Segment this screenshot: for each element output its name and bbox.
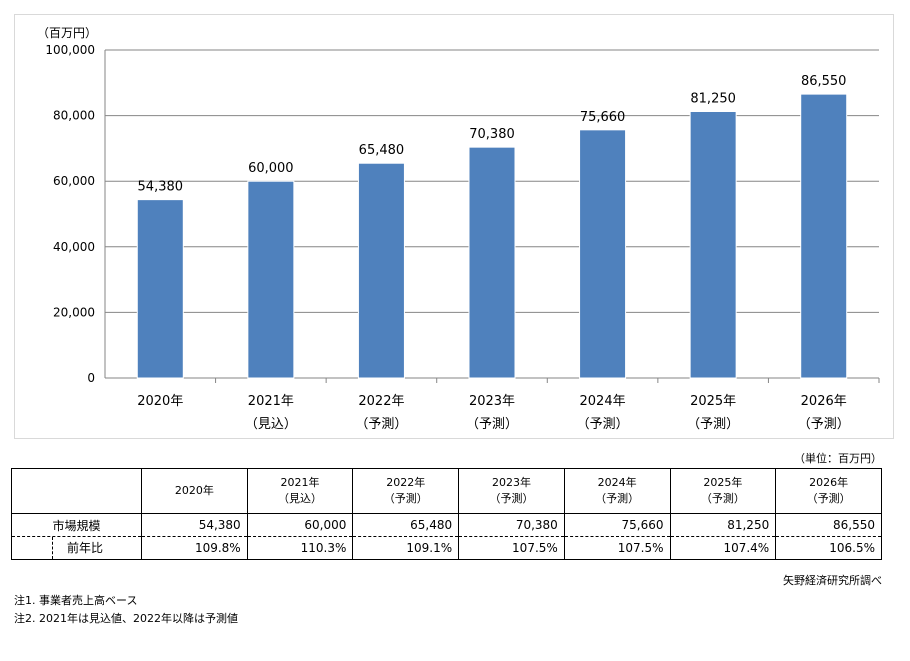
y-tick-label: 100,000	[45, 43, 95, 57]
table-header-cell: 2025年 （予測）	[669, 468, 777, 514]
table-cell: 81,250	[669, 513, 777, 537]
x-tick-sublabel: （予測）	[577, 417, 629, 432]
chart-frame: （百万円） 0 20,000 40,000 60,000 80,000 100,000 54,…	[14, 14, 894, 439]
data-label: 70,380	[469, 127, 515, 142]
table-row-yoy: 前年比 109.8% 110.3% 109.1% 107.5% 107.5% 1…	[11, 536, 882, 560]
x-tick-sublabel: （予測）	[687, 417, 739, 432]
table-cell: 107.5%	[563, 536, 671, 560]
row-label-market-size: 市場規模	[11, 513, 142, 537]
y-tick-label: 60,000	[53, 174, 95, 188]
bar	[357, 162, 405, 379]
table-header-cell: 2024年 （予測）	[563, 468, 671, 514]
table-header-cell: 2026年 （予測）	[775, 468, 882, 514]
bar	[247, 180, 295, 379]
x-tick-sublabel: （予測）	[466, 417, 518, 432]
note-1: 注1. 事業者売上高ベース	[14, 594, 138, 607]
bar-chart: （百万円） 0 20,000 40,000 60,000 80,000 100,000 54,…	[37, 26, 880, 432]
x-tick-label: 2022年	[358, 394, 404, 409]
data-label: 86,550	[801, 74, 847, 89]
note-2: 注2. 2021年は見込値、2022年以降は予測値	[14, 612, 238, 625]
table-cell: 86,550	[775, 513, 882, 537]
table-header-cell: 2020年	[141, 468, 248, 514]
data-label: 54,380	[138, 180, 184, 195]
table-cell: 107.5%	[458, 536, 565, 560]
table-cell: 65,480	[352, 513, 460, 537]
table-cell: 70,380	[458, 513, 565, 537]
row-label-yoy-cell: 前年比	[11, 536, 142, 560]
bar	[136, 199, 184, 379]
table-cell: 107.4%	[669, 536, 777, 560]
data-label: 81,250	[690, 92, 736, 107]
data-label: 65,480	[359, 143, 405, 158]
data-table: 2020年 2021年 （見込） 2022年 （予測） 2023年 （予測） 2024…	[11, 468, 882, 560]
table-header-row: 2020年 2021年 （見込） 2022年 （予測） 2023年 （予測） 2024…	[11, 468, 882, 514]
table-header-cell: 2023年 （予測）	[458, 468, 565, 514]
y-tick-label: 80,000	[53, 109, 95, 123]
table-cell: 106.5%	[775, 536, 882, 560]
table-row-market-size: 市場規模 54,380 60,000 65,480 70,380 75,660 …	[11, 513, 882, 537]
table-cell: 109.8%	[141, 536, 248, 560]
table-cell: 110.3%	[246, 536, 354, 560]
table-header-cell: 2021年 （見込）	[246, 468, 354, 514]
source-note: 矢野経済研究所調べ	[783, 574, 882, 587]
x-tick-label: 2023年	[469, 394, 515, 409]
table-cell: 54,380	[141, 513, 248, 537]
x-tick-label: 2021年	[248, 394, 294, 409]
bar	[579, 129, 627, 379]
bar	[468, 146, 516, 379]
data-label: 75,660	[580, 110, 626, 125]
x-tick-label: 2026年	[801, 394, 847, 409]
x-tick-sublabel: （予測）	[355, 417, 407, 432]
bar	[689, 111, 737, 379]
table-cell: 109.1%	[352, 536, 460, 560]
data-label: 60,000	[248, 161, 294, 176]
x-tick-label: 2020年	[137, 394, 183, 409]
table-corner-cell	[11, 468, 142, 514]
table-unit-note: （単位：百万円）	[794, 452, 882, 465]
table-cell: 75,660	[563, 513, 671, 537]
bar	[800, 93, 848, 379]
y-unit-label: （百万円）	[37, 26, 97, 40]
y-tick-label: 40,000	[53, 240, 95, 254]
x-tick-label: 2025年	[690, 394, 736, 409]
x-tick-label: 2024年	[580, 394, 626, 409]
x-tick-sublabel: （見込）	[245, 417, 297, 432]
y-tick-label: 0	[87, 371, 95, 385]
table-cell: 60,000	[246, 513, 354, 537]
row-label-yoy: 前年比	[52, 537, 135, 559]
table-header-cell: 2022年 （予測）	[352, 468, 460, 514]
x-tick-sublabel: （予測）	[798, 417, 850, 432]
y-tick-label: 20,000	[53, 305, 95, 319]
